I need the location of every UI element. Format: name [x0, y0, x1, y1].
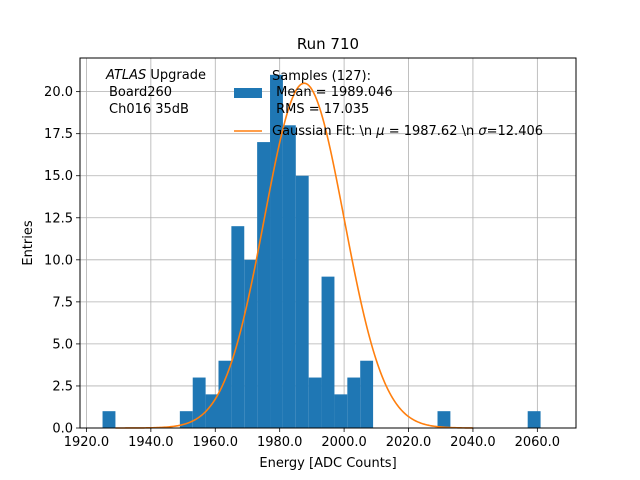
legend: Samples (127): Mean = 1989.046 RMS = 17.…: [234, 69, 543, 139]
legend-fit-mu: μ: [375, 124, 384, 139]
y-tick-label: 7.5: [52, 295, 73, 310]
legend-fit-sigma: σ: [478, 124, 487, 139]
x-axis-ticks: 1920.0 1940.0 1960.0 1980.0 2000.0 2020.0 2040…: [64, 428, 560, 450]
histogram-bar: [102, 411, 116, 428]
histogram-bar: [334, 394, 348, 428]
histogram-bar: [257, 142, 271, 428]
legend-fit-prefix: Gaussian Fit: \n: [272, 124, 376, 139]
y-tick-label: 5.0: [52, 337, 73, 352]
chart-title: Run 710: [297, 35, 359, 53]
plot-frame: [79, 57, 577, 429]
x-tick-label: 2060.0: [515, 435, 561, 450]
histogram-bar: [321, 276, 335, 428]
y-tick-label: 10.0: [44, 253, 73, 268]
annotation-channel: Ch016 35dB: [109, 102, 189, 117]
annotation-upgrade: Upgrade: [146, 68, 206, 83]
histogram-bar: [218, 360, 232, 428]
legend-fit-suffix: =12.406: [487, 124, 543, 139]
legend-fit-label: Gaussian Fit: \n μ = 1987.62 \n σ=12.406: [272, 124, 543, 139]
y-axis-ticks: 0.0 2.5 5.0 7.5 10.0 12.5 15.0 17.5 20.0: [44, 85, 80, 437]
histogram-bar: [360, 360, 374, 428]
y-tick-label: 0.0: [52, 422, 73, 437]
histogram-bar: [231, 226, 245, 428]
histogram-bar: [270, 74, 283, 429]
histogram-bar: [282, 125, 296, 428]
histogram-bar: [437, 411, 451, 428]
histogram-bar: [527, 411, 541, 428]
x-tick-label: 1940.0: [128, 435, 174, 450]
x-axis-label: Energy [ADC Counts]: [259, 456, 396, 471]
legend-hist-swatch: [234, 88, 262, 98]
histogram-bar: [308, 377, 322, 428]
y-tick-label: 2.5: [52, 379, 73, 394]
x-tick-label: 1980.0: [257, 435, 303, 450]
x-tick-label: 2000.0: [321, 435, 367, 450]
gaussian-fit-line: [115, 82, 473, 429]
y-tick-label: 12.5: [44, 211, 73, 226]
histogram-bar: [205, 394, 219, 428]
x-tick-label: 2040.0: [450, 435, 496, 450]
annotation-atlas: ATLAS: [105, 68, 146, 83]
legend-hist-line-1: Samples (127):: [272, 69, 371, 84]
legend-fit-mid: = 1987.62 \n: [385, 124, 479, 139]
y-tick-label: 15.0: [44, 169, 73, 184]
annotation-board: Board260: [109, 85, 172, 100]
gaussian-fit: [115, 82, 473, 429]
y-tick-label: 17.5: [44, 127, 73, 142]
y-axis-label: Entries: [21, 220, 36, 266]
x-tick-label: 1960.0: [193, 435, 239, 450]
atlas-annotation: ATLAS Upgrade Board260 Ch016 35dB: [105, 68, 206, 117]
legend-hist-line-3: RMS = 17.035: [272, 102, 369, 117]
annotation-line-1: ATLAS Upgrade: [105, 68, 206, 83]
legend-hist-line-2: Mean = 1989.046: [272, 85, 393, 100]
y-tick-label: 20.0: [44, 85, 73, 100]
histogram-bar: [295, 175, 309, 428]
histogram-bar: [347, 377, 361, 428]
x-tick-label: 1920.0: [64, 435, 110, 450]
x-tick-label: 2020.0: [386, 435, 432, 450]
